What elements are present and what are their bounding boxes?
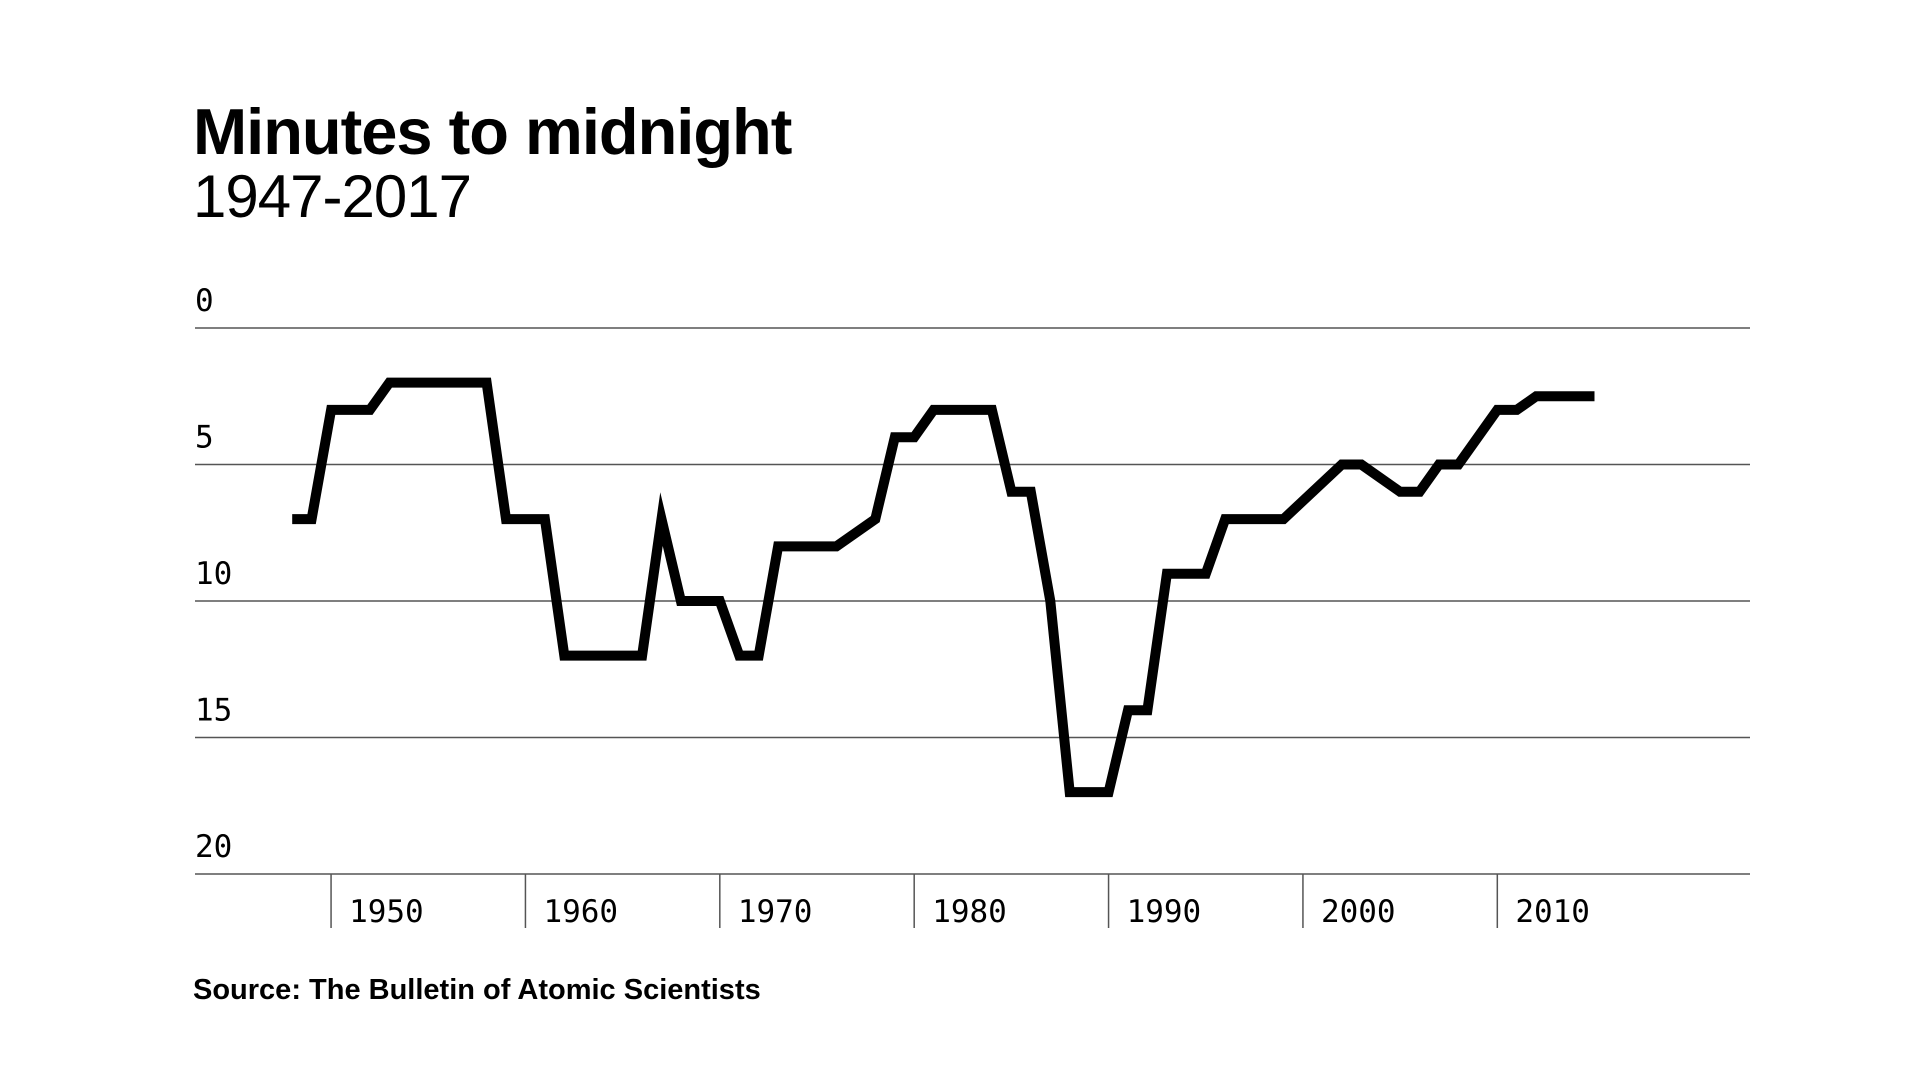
series-layer — [292, 377, 1595, 798]
x-tick-label-2000: 2000 — [1321, 894, 1396, 930]
y-tick-label-20: 20 — [195, 829, 232, 865]
source-note: Source: The Bulletin of Atomic Scientist… — [193, 974, 761, 1006]
x-tick-label-1950: 1950 — [349, 894, 424, 930]
gridlines — [195, 327, 1750, 875]
x-tick-label-2010: 2010 — [1515, 894, 1590, 930]
chart-subtitle: 1947-2017 — [193, 163, 472, 230]
y-tick-label-15: 15 — [195, 693, 232, 729]
series-line-0 — [292, 377, 1595, 798]
chart-title: Minutes to midnight — [193, 95, 792, 168]
y-tick-label-0: 0 — [195, 283, 214, 319]
x-tick-label-1990: 1990 — [1127, 894, 1202, 930]
y-tick-label-10: 10 — [195, 556, 232, 592]
x-tick-label-1970: 1970 — [738, 894, 813, 930]
x-tick-label-1960: 1960 — [543, 894, 618, 930]
axis-ticks: 0 5 10 15 20 1950 1960 1970 1980 1990 2000 2010 — [195, 283, 1590, 930]
x-tick-label-1980: 1980 — [932, 894, 1007, 930]
y-tick-label-5: 5 — [195, 420, 214, 456]
